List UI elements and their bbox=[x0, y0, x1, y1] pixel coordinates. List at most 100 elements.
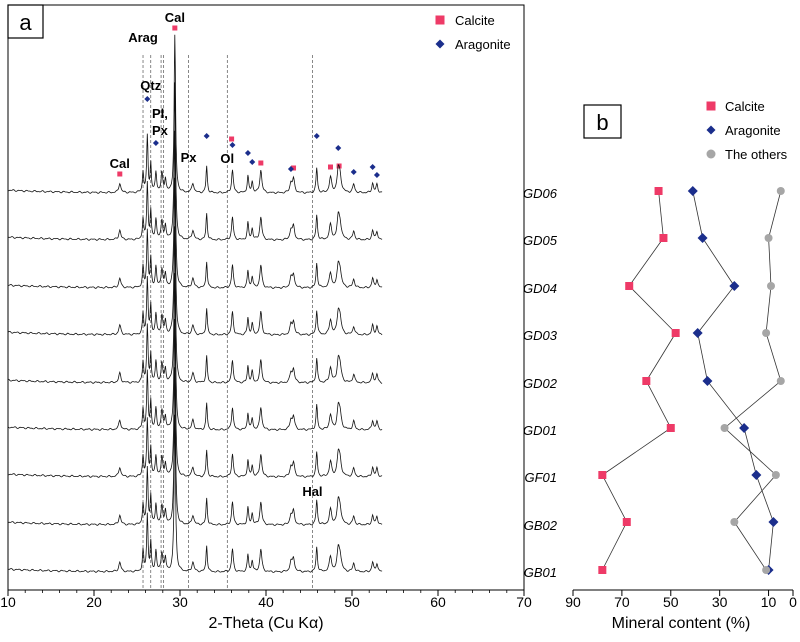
panel-b-legend-marker bbox=[706, 101, 716, 111]
panel-a-calcite-peak-marker bbox=[328, 164, 333, 170]
panel-b-x-tick-label: 30 bbox=[712, 594, 728, 610]
panel-a: 10 20 30 40 50 60 70 Cal Arag Qtz Pl, Px Cal Px Ol Hal G… bbox=[0, 4, 558, 632]
panel-a-x-tick-label: 40 bbox=[258, 594, 274, 610]
panel-a-x-tick-label: 10 bbox=[0, 594, 16, 610]
panel-a-peak-label: Ol bbox=[220, 151, 234, 166]
panel-b: b Calcite Aragonite The others 90 70 50 30 10 0… bbox=[565, 99, 797, 632]
panel-a-aragonite-peak-marker bbox=[229, 142, 236, 148]
panel-a-aragonite-peak-marker bbox=[335, 145, 342, 151]
panel-b-x-tick-label: 50 bbox=[663, 594, 679, 610]
panel-b-data-point bbox=[687, 186, 698, 196]
panel-a-xrd-trace bbox=[7, 130, 383, 289]
panel-a-peak-label: Arag bbox=[128, 30, 158, 45]
panel-a-legend-marker bbox=[435, 39, 445, 49]
panel-a-aragonite-peak-marker bbox=[249, 159, 256, 165]
panel-b-data-point bbox=[692, 328, 703, 338]
panel-a-calcite-peak-marker bbox=[258, 160, 264, 166]
panel-a-xrd-trace bbox=[8, 414, 383, 573]
panel-b-legend-marker bbox=[706, 149, 716, 159]
panel-a-sample-label: GD04 bbox=[523, 281, 557, 296]
panel-b-plot-area: 90 70 50 30 10 0 bbox=[565, 186, 797, 610]
panel-b-data-point bbox=[598, 471, 607, 479]
panel-a-aragonite-peak-marker bbox=[313, 133, 320, 139]
panel-a-xrd-trace bbox=[7, 367, 383, 526]
panel-b-data-point bbox=[776, 377, 785, 385]
panel-a-x-tick-label: 30 bbox=[172, 594, 188, 610]
panel-b-data-point bbox=[730, 518, 739, 526]
panel-b-data-point bbox=[702, 376, 713, 386]
panel-a-aragonite-peak-marker bbox=[287, 166, 294, 172]
panel-a-x-tick-label: 50 bbox=[344, 594, 360, 610]
panel-a-calcite-peak-marker bbox=[117, 171, 123, 177]
panel-a-x-tick-label: 20 bbox=[86, 594, 102, 610]
panel-a-legend-label: Calcite bbox=[455, 13, 495, 28]
panel-b-legend-label: Calcite bbox=[725, 99, 765, 114]
panel-a-xrd-trace bbox=[7, 273, 383, 431]
panel-a-aragonite-peak-marker bbox=[373, 172, 380, 178]
panel-b-x-tick-label: 70 bbox=[614, 594, 630, 610]
panel-a-sample-label: GD01 bbox=[523, 423, 557, 438]
panel-b-x-tick-label: 10 bbox=[761, 594, 777, 610]
panel-b-data-point bbox=[776, 187, 785, 195]
panel-a-peak-label: Px bbox=[181, 150, 198, 165]
panel-b-series-line bbox=[601, 190, 677, 571]
panel-b-data-point bbox=[762, 329, 771, 337]
panel-b-data-point bbox=[671, 329, 680, 337]
panel-b-data-point bbox=[751, 470, 762, 480]
panel-a-calcite-peak-marker bbox=[291, 165, 297, 171]
panel-b-data-point bbox=[625, 282, 634, 290]
panel-b-x-tick-label: 0 bbox=[789, 594, 797, 610]
panel-a-xrd-trace bbox=[8, 226, 383, 384]
panel-a-aragonite-peak-marker bbox=[369, 164, 376, 170]
panel-b-data-point bbox=[768, 517, 779, 527]
panel-b-letter-box bbox=[583, 104, 622, 139]
panel-a-legend-marker bbox=[435, 15, 445, 25]
panel-a-xrd-trace bbox=[7, 177, 383, 336]
panel-a-letter: a bbox=[19, 10, 32, 35]
panel-b-series-line bbox=[723, 190, 782, 571]
panel-b-data-point bbox=[771, 471, 780, 479]
panel-b-data-point bbox=[659, 234, 668, 242]
panel-a-sample-label: GB02 bbox=[524, 518, 558, 533]
panel-a-calcite-peak-marker bbox=[172, 25, 178, 31]
panel-a-x-tick-label: 70 bbox=[516, 594, 532, 610]
panel-a-legend-label: Aragonite bbox=[455, 37, 511, 52]
panel-a-peak-label: Px bbox=[152, 123, 169, 138]
panel-b-legend-label: The others bbox=[725, 147, 788, 162]
panel-a-peak-label: Qtz bbox=[140, 78, 161, 93]
panel-b-data-point bbox=[720, 424, 729, 432]
panel-b-data-point bbox=[654, 187, 663, 195]
panel-b-data-point bbox=[697, 233, 708, 243]
panel-a-plot-area: 10 20 30 40 50 60 70 Cal Arag Qtz Pl, Px Cal Px Ol Hal G… bbox=[0, 4, 558, 610]
panel-b-legend-marker bbox=[706, 125, 716, 135]
panel-a-sample-label: GD06 bbox=[523, 186, 558, 201]
panel-a-x-tick-label: 60 bbox=[430, 594, 446, 610]
panel-a-legend: Calcite Aragonite bbox=[435, 13, 511, 52]
panel-a-peak-label: Cal bbox=[165, 10, 185, 25]
panel-b-data-point bbox=[739, 423, 750, 433]
panel-b-x-tick-label: 90 bbox=[565, 594, 581, 610]
panel-b-data-point bbox=[666, 424, 675, 432]
panel-b-data-point bbox=[622, 518, 631, 526]
panel-b-data-point bbox=[767, 282, 775, 290]
panel-b-data-point bbox=[642, 377, 651, 385]
panel-a-sample-label: GD05 bbox=[523, 233, 558, 248]
panel-b-letter: b bbox=[596, 110, 608, 135]
panel-b-data-point bbox=[764, 234, 773, 242]
panel-b-data-point bbox=[729, 281, 740, 291]
panel-b-data-point bbox=[762, 566, 771, 574]
panel-a-aragonite-peak-marker bbox=[152, 140, 159, 146]
panel-a-sample-label: GF01 bbox=[524, 470, 557, 485]
panel-a-xrd-trace bbox=[7, 82, 383, 241]
panel-b-legend-label: Aragonite bbox=[725, 123, 781, 138]
panel-a-aragonite-peak-marker bbox=[144, 96, 151, 102]
panel-a-sample-label: GB01 bbox=[524, 565, 557, 580]
panel-a-sample-label: GD02 bbox=[523, 376, 558, 391]
panel-a-letter-box bbox=[7, 4, 44, 39]
panel-a-aragonite-peak-marker bbox=[244, 150, 251, 156]
panel-a-x-axis-label: 2-Theta (Cu Kα) bbox=[208, 615, 323, 632]
panel-a-peak-label: Pl, bbox=[152, 106, 168, 121]
panel-a-aragonite-peak-marker bbox=[350, 169, 357, 175]
panel-a-aragonite-peak-marker bbox=[203, 133, 210, 139]
